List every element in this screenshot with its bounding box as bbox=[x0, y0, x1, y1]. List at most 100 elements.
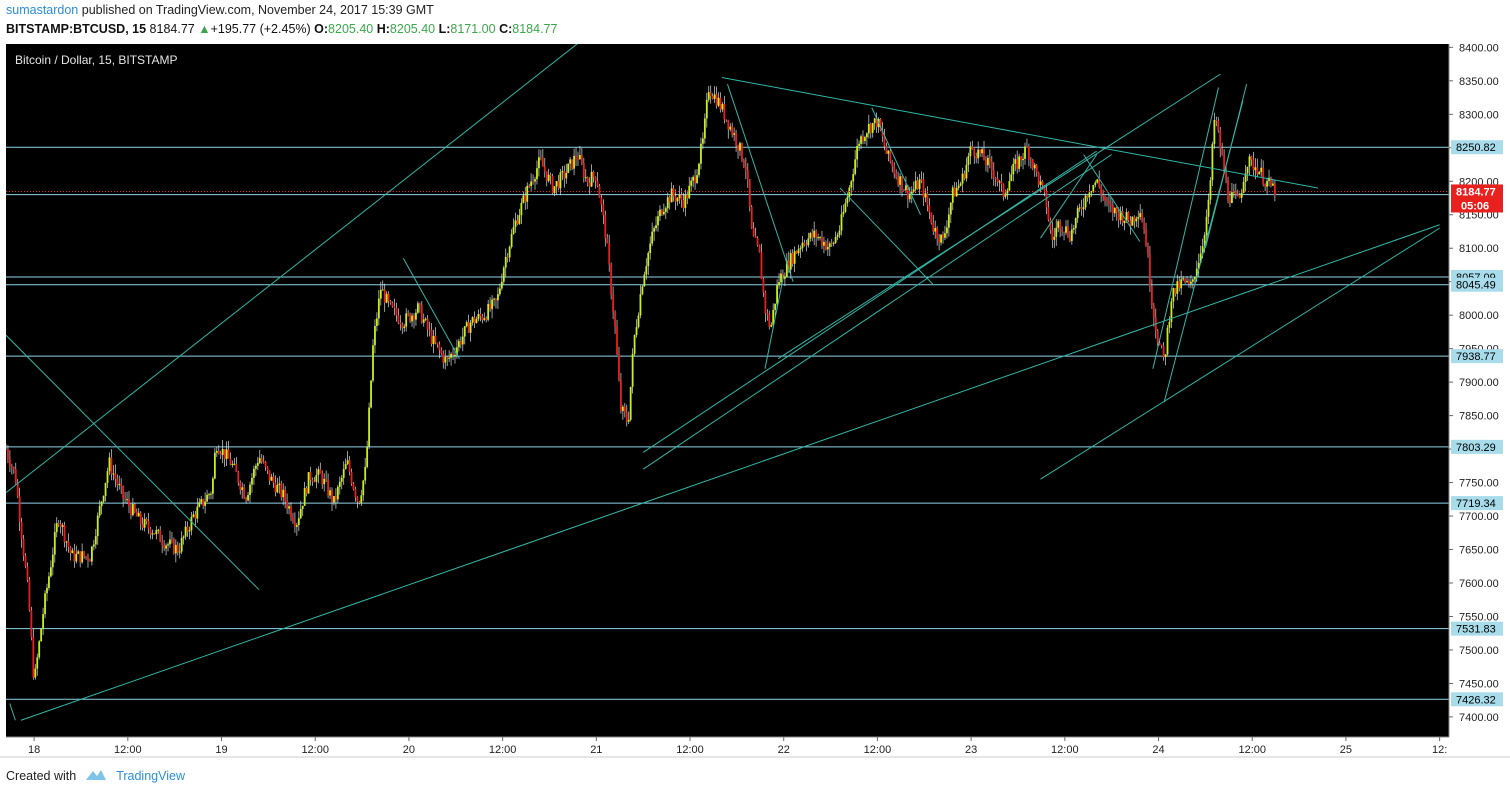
candle-body bbox=[627, 419, 630, 422]
candle bbox=[719, 92, 722, 113]
candle-body bbox=[1088, 192, 1091, 198]
candle bbox=[1141, 209, 1144, 223]
candle bbox=[840, 205, 843, 236]
candle bbox=[415, 308, 417, 326]
candle bbox=[288, 503, 290, 515]
candle-body bbox=[655, 225, 657, 229]
candle-body bbox=[594, 177, 597, 181]
candle-body bbox=[438, 344, 441, 351]
author-link[interactable]: sumastardon bbox=[6, 3, 79, 17]
candle bbox=[850, 179, 853, 196]
candle bbox=[1225, 165, 1227, 184]
candle-body bbox=[799, 247, 802, 250]
candle-body bbox=[696, 175, 698, 183]
candle-body bbox=[333, 496, 335, 503]
candle bbox=[1248, 153, 1251, 176]
candle-body bbox=[947, 214, 950, 228]
candle bbox=[994, 176, 997, 187]
candle bbox=[53, 523, 56, 563]
candle-body bbox=[1055, 227, 1058, 237]
candle-body bbox=[1201, 246, 1204, 254]
candle bbox=[959, 181, 962, 187]
tradingview-link[interactable]: TradingView bbox=[116, 768, 185, 783]
candle-body bbox=[664, 208, 667, 212]
candle-body bbox=[830, 243, 833, 245]
candle-body bbox=[65, 541, 68, 543]
candle-body bbox=[477, 314, 480, 320]
candle bbox=[661, 208, 663, 216]
candle-body bbox=[608, 243, 611, 265]
candle-body bbox=[1223, 154, 1226, 173]
candle bbox=[979, 149, 982, 157]
candle-body bbox=[336, 486, 339, 500]
candle-body bbox=[85, 556, 87, 558]
candle-body bbox=[1158, 342, 1161, 345]
candle bbox=[186, 521, 189, 537]
candle bbox=[131, 497, 134, 517]
candle bbox=[461, 327, 464, 352]
candle-body bbox=[212, 478, 214, 494]
candle bbox=[51, 547, 54, 576]
x-tick-label: 12: bbox=[1432, 744, 1447, 756]
candle-body bbox=[668, 197, 671, 203]
candle bbox=[372, 339, 374, 383]
candle-body bbox=[194, 514, 197, 519]
x-tick-label: 18 bbox=[28, 744, 40, 756]
candle-body bbox=[684, 194, 687, 208]
candle-body bbox=[1080, 207, 1083, 210]
candle-body bbox=[1227, 179, 1229, 201]
candle-body bbox=[290, 506, 292, 518]
candle bbox=[895, 169, 898, 180]
candle-body bbox=[1004, 193, 1007, 197]
candle bbox=[504, 248, 507, 277]
candle-body bbox=[497, 294, 499, 301]
candle-body bbox=[703, 118, 706, 139]
candle-body bbox=[1084, 195, 1087, 208]
candle bbox=[1059, 219, 1062, 238]
candle bbox=[1150, 279, 1153, 310]
candle bbox=[1010, 165, 1013, 182]
candle-body bbox=[237, 472, 240, 483]
candle-body bbox=[407, 313, 410, 315]
candle bbox=[754, 227, 757, 238]
candle-body bbox=[1109, 204, 1112, 206]
candle bbox=[1106, 196, 1108, 207]
candle-body bbox=[1147, 245, 1149, 255]
candle bbox=[836, 232, 839, 241]
candle-body bbox=[985, 160, 987, 166]
candle bbox=[940, 234, 942, 246]
candle-body bbox=[463, 326, 466, 337]
trendline-0 bbox=[6, 44, 578, 494]
candle bbox=[797, 244, 800, 256]
candle-body bbox=[48, 576, 50, 588]
candle-body bbox=[555, 181, 558, 187]
candle bbox=[725, 119, 728, 122]
candle-body bbox=[500, 281, 503, 289]
candle-body bbox=[893, 166, 896, 174]
candle bbox=[139, 511, 142, 531]
candle bbox=[379, 281, 382, 306]
candle bbox=[1149, 245, 1151, 293]
candle bbox=[57, 520, 60, 528]
candle-body bbox=[1035, 164, 1038, 173]
candle-body bbox=[1186, 281, 1188, 283]
candle-body bbox=[34, 668, 37, 678]
candle-body bbox=[918, 179, 921, 190]
candle bbox=[1252, 151, 1255, 176]
candle-body bbox=[180, 537, 183, 552]
candle-body bbox=[858, 143, 860, 147]
candle bbox=[936, 226, 939, 246]
candle bbox=[385, 291, 388, 304]
candle bbox=[342, 461, 345, 485]
candle bbox=[1273, 179, 1276, 202]
candle bbox=[235, 457, 238, 473]
candle-body bbox=[374, 325, 376, 346]
candle bbox=[1197, 253, 1200, 277]
candle bbox=[973, 148, 976, 164]
candle-body bbox=[577, 159, 579, 161]
candle bbox=[899, 173, 901, 194]
candle bbox=[742, 158, 745, 169]
candle bbox=[1131, 216, 1134, 226]
candle-body bbox=[171, 539, 173, 541]
